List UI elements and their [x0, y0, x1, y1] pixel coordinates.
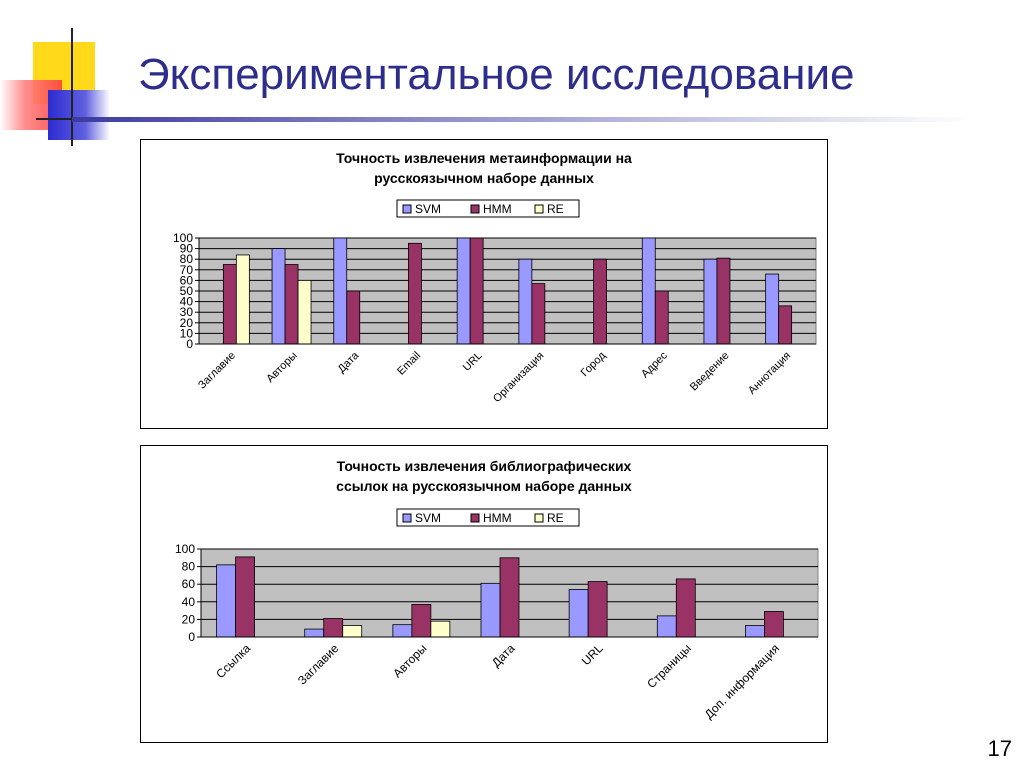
bar-hmm [284, 264, 299, 345]
bar-hmm [222, 264, 237, 345]
x-tick-label: Организация [491, 350, 546, 405]
bar-re [235, 254, 250, 345]
bar-hmm [764, 611, 784, 638]
legend-swatch-re [534, 513, 544, 523]
bar-hmm [469, 237, 484, 345]
bar-hmm [593, 258, 607, 345]
y-tick-label: 50 [180, 284, 194, 298]
deco-vertical-line [71, 28, 73, 146]
legend-box [396, 199, 580, 218]
chart-title-line: Точность извлечения метаинформации на [336, 150, 632, 166]
bar-hmm [346, 290, 361, 345]
legend-label-hmm: HMM [483, 202, 512, 216]
chart-title-line: ссылок на русскоязычном наборе данных [336, 478, 632, 494]
x-tick-label: Аннотация [746, 350, 793, 397]
bar-hmm [531, 283, 546, 345]
bar-hmm [716, 257, 731, 345]
bar-hmm [323, 618, 344, 638]
bar-hmm [499, 557, 520, 638]
bar-hmm [778, 305, 793, 345]
legend-swatch-svm [402, 204, 412, 214]
bar-svm [480, 582, 501, 638]
legend-swatch-svm [402, 513, 412, 523]
legend-swatch-re [534, 204, 544, 214]
y-tick-label: 0 [188, 630, 195, 644]
x-tick-label: Адрес [639, 349, 670, 380]
page-number: 17 [987, 736, 1012, 761]
y-tick-label: 30 [180, 305, 194, 319]
y-tick-label: 10 [180, 326, 194, 340]
bar-re [430, 620, 451, 638]
y-tick-label: 80 [182, 560, 196, 574]
legend-swatch-hmm [470, 513, 480, 523]
bar-hmm [235, 556, 255, 638]
chart-title-line: русскоязычном наборе данных [374, 170, 594, 186]
legend-label-hmm: HMM [483, 511, 512, 525]
legend-label-re: RE [547, 511, 564, 525]
y-tick-label: 70 [180, 263, 194, 277]
deco-horizontal-line [36, 118, 96, 120]
chart-bibliography-svg: Точность извлечения библиографических ссы… [175, 458, 819, 722]
bar-svm [641, 237, 656, 345]
bar-svm [568, 589, 589, 638]
bar-svm [304, 628, 325, 638]
bar-hmm [587, 581, 608, 638]
y-tick-label: 90 [180, 242, 194, 256]
deco-blue-square [48, 90, 110, 140]
x-tick-label: Дата [489, 641, 518, 670]
x-tick-label: Авторы [264, 350, 299, 385]
chart-metainfo-svg: Точность извлечения метаинформации на рус… [173, 150, 817, 405]
y-tick-label: 40 [180, 295, 194, 309]
y-tick-label: 80 [180, 252, 194, 266]
chart-bibliography: Точность извлечения библиографических ссы… [140, 445, 828, 743]
legend-box [396, 508, 580, 527]
x-tick-label: Заглавие [295, 641, 342, 688]
legend-label-svm: SVM [415, 511, 441, 525]
bar-hmm [675, 578, 696, 638]
bar-svm [392, 624, 413, 638]
bar-svm [745, 625, 765, 638]
x-tick-label: Город [579, 349, 609, 379]
y-tick-label: 20 [182, 612, 196, 626]
y-tick-label: 60 [182, 577, 196, 591]
bar-re [297, 279, 312, 345]
chart-metainfo: Точность извлечения метаинформации на рус… [140, 139, 828, 429]
x-tick-label: Введение [688, 350, 732, 394]
bar-re [342, 625, 363, 638]
y-tick-label: 40 [182, 595, 196, 609]
chart-title-line: Точность извлечения библиографических [337, 458, 632, 474]
bar-hmm [654, 290, 669, 345]
x-tick-label: Дата [336, 349, 362, 375]
bar-svm [456, 237, 471, 345]
bar-svm [656, 615, 677, 638]
legend-label-re: RE [547, 202, 564, 216]
x-tick-label: Заглавие [196, 350, 238, 392]
y-tick-label: 60 [180, 273, 194, 287]
y-tick-label: 100 [173, 231, 193, 245]
x-tick-label: Страницы [644, 641, 694, 691]
x-tick-label: Доп. информация [702, 641, 782, 721]
y-tick-label: 20 [180, 316, 194, 330]
title-underline [72, 117, 972, 122]
page-title: Экспериментальное исследование [138, 50, 855, 99]
y-tick-label: 0 [186, 337, 193, 351]
bar-svm [765, 273, 780, 345]
bar-svm [271, 248, 286, 345]
x-tick-label: URL [461, 350, 485, 374]
bar-svm [333, 237, 348, 345]
x-tick-label: Email [395, 350, 423, 378]
x-tick-label: Ссылка [213, 641, 253, 681]
bar-svm [216, 564, 236, 638]
legend-swatch-hmm [470, 204, 480, 214]
bar-hmm [408, 242, 422, 345]
bar-svm [518, 258, 533, 345]
y-tick-label: 100 [175, 542, 195, 556]
x-tick-label: URL [579, 641, 606, 668]
bar-hmm [411, 604, 432, 638]
x-tick-label: Авторы [390, 641, 429, 680]
legend-label-svm: SVM [415, 202, 441, 216]
bar-svm [703, 258, 718, 345]
